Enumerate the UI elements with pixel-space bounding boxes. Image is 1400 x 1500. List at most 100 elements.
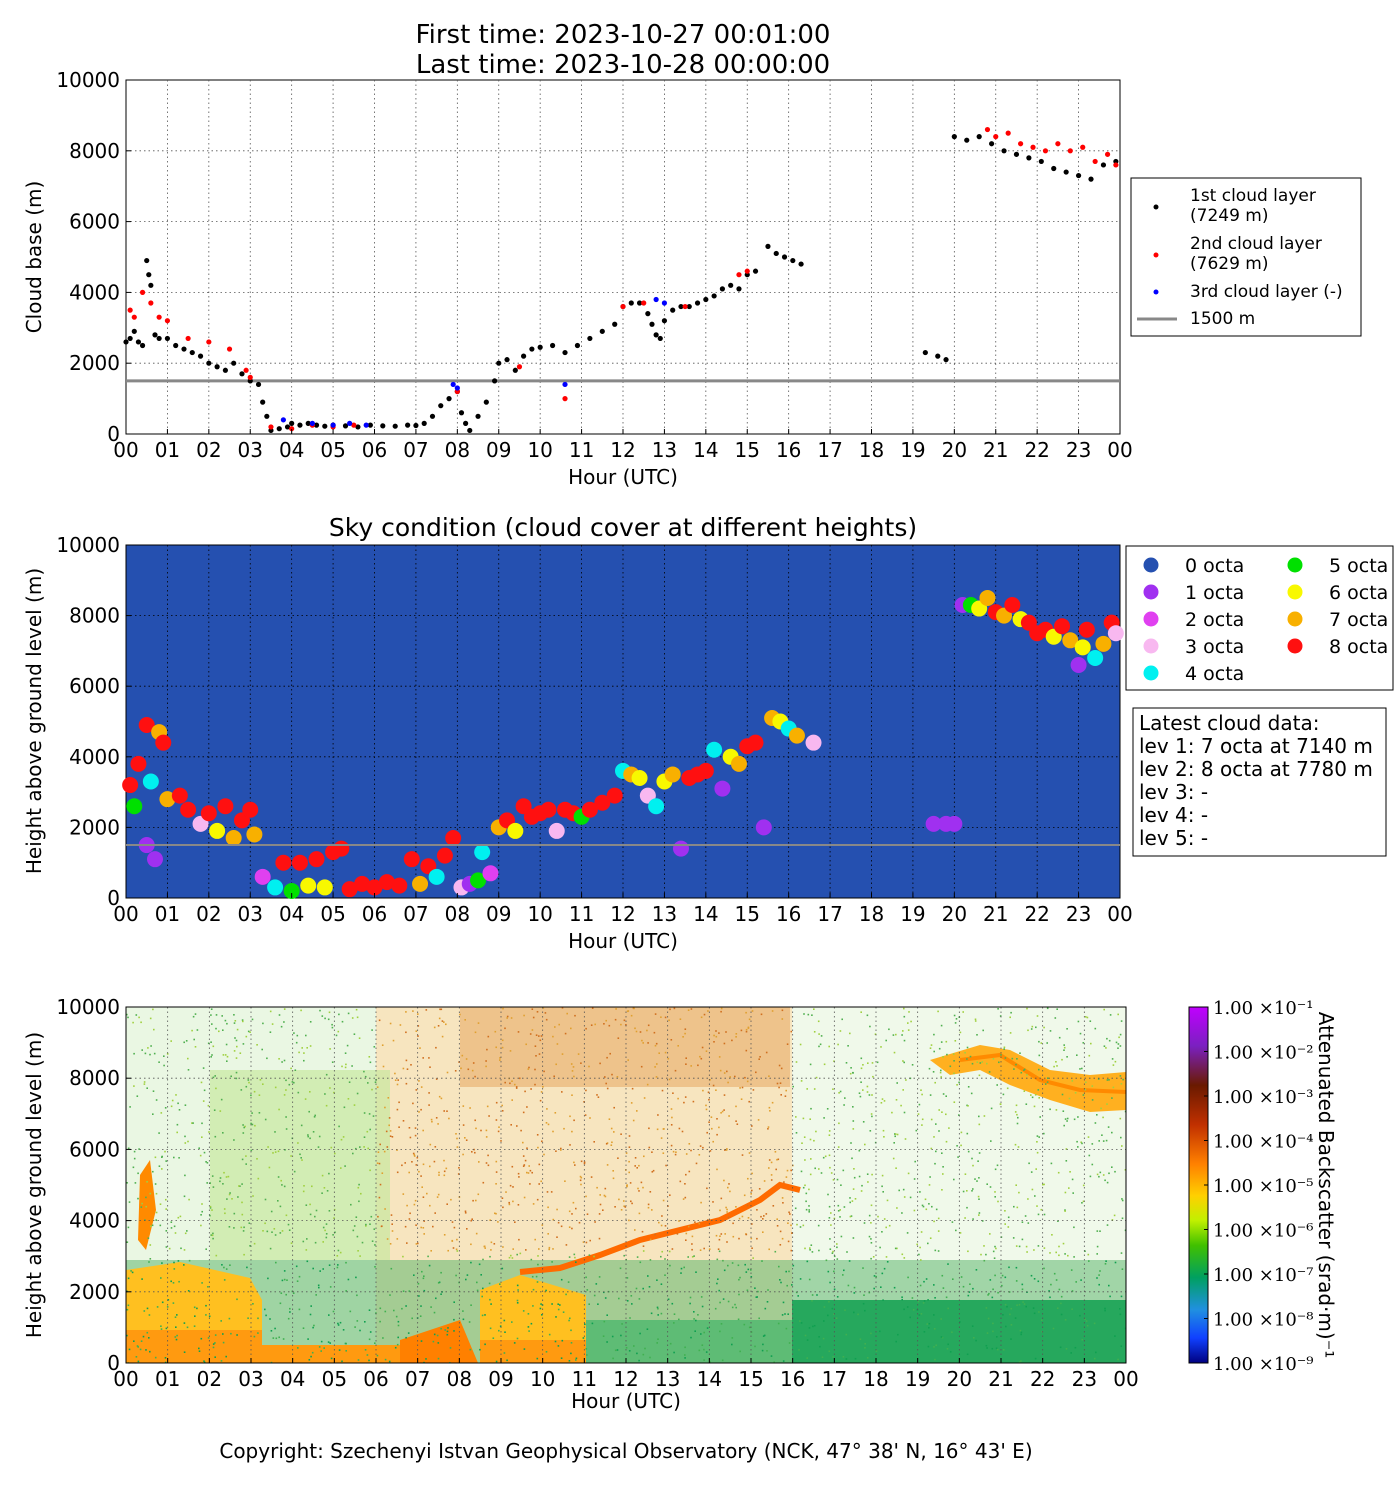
backscatter-speckle [702, 1146, 704, 1149]
backscatter-speckle [828, 1350, 831, 1353]
backscatter-speckle [922, 1205, 925, 1208]
backscatter-speckle [718, 1289, 720, 1292]
backscatter-speckle [525, 1043, 527, 1046]
backscatter-speckle [589, 1117, 591, 1119]
backscatter-speckle [942, 1173, 944, 1175]
backscatter-speckle [415, 1224, 417, 1226]
backscatter-speckle [1081, 1142, 1083, 1145]
backscatter-speckle [456, 1146, 459, 1148]
x-tick-label: 16 [780, 1367, 805, 1391]
backscatter-speckle [270, 1361, 273, 1363]
backscatter-speckle [489, 1298, 491, 1301]
backscatter-speckle [455, 1248, 458, 1251]
backscatter-speckle [378, 1162, 381, 1165]
backscatter-speckle [433, 1311, 436, 1314]
backscatter-speckle [560, 1149, 562, 1151]
backscatter-speckle [883, 1218, 886, 1220]
octa-7-point [664, 766, 681, 783]
backscatter-speckle [854, 1198, 857, 1200]
backscatter-speckle [809, 1118, 811, 1120]
backscatter-speckle [246, 1266, 248, 1269]
backscatter-speckle [422, 1227, 425, 1229]
backscatter-speckle [978, 1212, 981, 1214]
backscatter-speckle [640, 1065, 643, 1068]
backscatter-speckle [1019, 1329, 1022, 1332]
backscatter-speckle [748, 1100, 750, 1103]
backscatter-speckle [870, 1113, 873, 1115]
cloud-layer-1-point [943, 357, 949, 363]
backscatter-speckle [1113, 1214, 1116, 1217]
backscatter-speckle [199, 1154, 202, 1157]
backscatter-speckle [355, 1276, 357, 1279]
backscatter-speckle [340, 1167, 342, 1169]
backscatter-speckle [264, 1118, 267, 1121]
backscatter-speckle [184, 1104, 187, 1106]
backscatter-speckle [456, 1238, 458, 1241]
backscatter-speckle [673, 1007, 676, 1010]
backscatter-speckle [623, 1200, 625, 1202]
backscatter-speckle [937, 1010, 939, 1013]
backscatter-speckle [221, 1015, 223, 1017]
backscatter-speckle [773, 1361, 775, 1363]
backscatter-speckle [386, 1238, 389, 1240]
x-tick-label: 17 [817, 902, 842, 926]
backscatter-speckle [356, 1092, 359, 1095]
backscatter-speckle [864, 1343, 866, 1345]
backscatter-speckle [1107, 1126, 1110, 1128]
backscatter-speckle [580, 1062, 582, 1064]
backscatter-speckle [1084, 1318, 1086, 1321]
backscatter-speckle [227, 1175, 230, 1178]
backscatter-speckle [534, 1068, 536, 1071]
backscatter-speckle [971, 1062, 974, 1065]
backscatter-speckle [298, 1051, 300, 1054]
backscatter-speckle [239, 1052, 242, 1054]
backscatter-speckle [438, 1174, 440, 1176]
backscatter-speckle [167, 1299, 170, 1301]
cloud-layer-1-point [255, 381, 262, 388]
backscatter-speckle [176, 1131, 178, 1134]
backscatter-speckle [923, 1280, 925, 1283]
backscatter-speckle [571, 1070, 574, 1072]
backscatter-speckle [911, 1064, 914, 1066]
backscatter-speckle [778, 1265, 780, 1268]
backscatter-speckle [672, 1092, 674, 1094]
backscatter-speckle [1046, 1007, 1049, 1010]
backscatter-speckle [561, 1339, 564, 1342]
backscatter-speckle [391, 1230, 394, 1232]
backscatter-speckle [465, 1278, 467, 1281]
backscatter-speckle [664, 1016, 667, 1019]
backscatter-speckle [146, 1087, 148, 1089]
backscatter-speckle [986, 1062, 988, 1065]
backscatter-speckle [279, 1302, 282, 1305]
octa-1-point [672, 840, 689, 857]
backscatter-speckle [160, 1328, 163, 1330]
backscatter-speckle [270, 1210, 273, 1213]
backscatter-speckle [842, 1274, 844, 1276]
backscatter-speckle [175, 1338, 178, 1341]
backscatter-speckle [629, 1317, 631, 1319]
backscatter-speckle [979, 1062, 982, 1064]
cloud-layer-3-point [661, 300, 668, 306]
cloud-layer-1-point [164, 335, 171, 342]
backscatter-speckle [929, 1176, 931, 1178]
backscatter-speckle [200, 1214, 202, 1216]
backscatter-speckle [626, 1300, 629, 1302]
backscatter-speckle [646, 1083, 649, 1086]
backscatter-speckle [418, 1111, 420, 1113]
backscatter-speckle [1053, 1272, 1056, 1275]
backscatter-speckle [988, 1071, 991, 1073]
backscatter-speckle [1016, 1206, 1019, 1209]
backscatter-speckle [951, 1221, 954, 1223]
backscatter-speckle [469, 1348, 472, 1351]
backscatter-speckle [680, 1267, 683, 1270]
backscatter-speckle [228, 1317, 231, 1320]
backscatter-speckle [401, 1307, 403, 1310]
backscatter-speckle [904, 1138, 907, 1140]
backscatter-speckle [771, 1010, 774, 1012]
backscatter-speckle [757, 1119, 760, 1121]
backscatter-speckle [215, 1087, 217, 1090]
backscatter-speckle [399, 1024, 402, 1026]
backscatter-speckle [186, 1230, 188, 1232]
x-tick-label: 15 [735, 438, 760, 462]
backscatter-speckle [126, 1308, 129, 1311]
